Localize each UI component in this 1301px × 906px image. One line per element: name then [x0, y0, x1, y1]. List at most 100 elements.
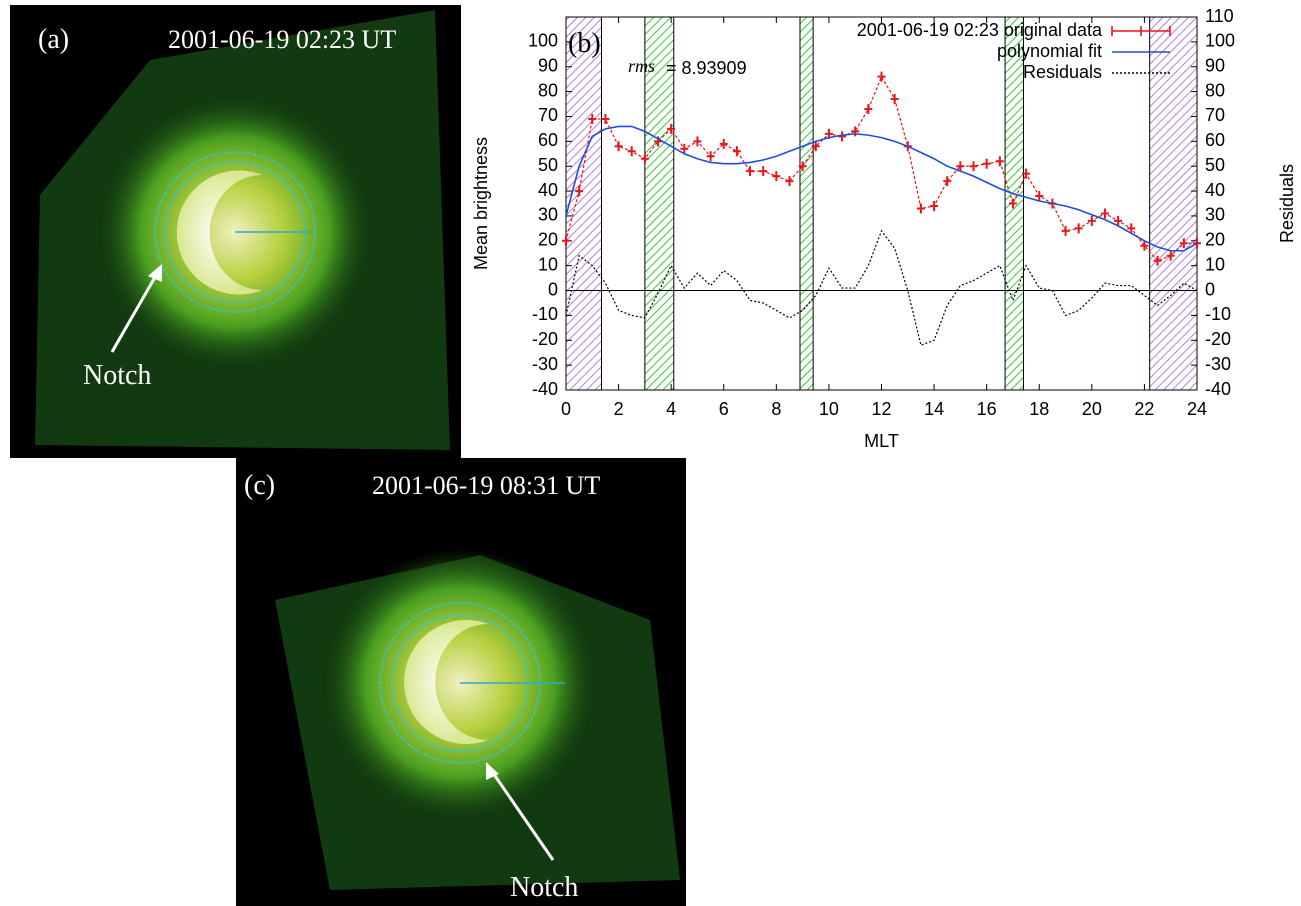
data-point: [956, 161, 965, 172]
y-tick-label: 30: [538, 205, 558, 225]
data-point: [930, 200, 939, 211]
data-point: [916, 203, 925, 214]
y-tick-label: 80: [538, 80, 558, 100]
panel-label: (b): [568, 28, 601, 59]
data-point: [1179, 238, 1188, 249]
x-tick-label: 22: [1134, 399, 1154, 419]
data-point: [864, 104, 873, 115]
y-tick-label: 90: [538, 55, 558, 75]
y-tick-label: 0: [548, 279, 558, 299]
y-tick-label: 60: [538, 130, 558, 150]
data-point: [1166, 250, 1175, 261]
y2-tick-label: 90: [1205, 55, 1225, 75]
data-point: [1074, 223, 1083, 234]
data-point: [1153, 255, 1162, 266]
y2-tick-label: 40: [1205, 180, 1225, 200]
data-point: [811, 141, 820, 152]
data-point: [719, 138, 728, 149]
data-point: [1114, 215, 1123, 226]
rms-value: = 8.93909: [666, 58, 747, 78]
data-point: [575, 186, 584, 197]
x-tick-label: 18: [1029, 399, 1049, 419]
notch-label: Notch: [83, 360, 151, 391]
y-tick-label: 70: [538, 105, 558, 125]
y2-tick-label: 30: [1205, 205, 1225, 225]
legend-label: 2001-06-19 02:23 original data: [857, 20, 1103, 40]
data-point: [1008, 198, 1017, 209]
y2-tick-label: 20: [1205, 230, 1225, 250]
data-point: [1127, 223, 1136, 234]
x-tick-label: 10: [819, 399, 839, 419]
data-point: [601, 113, 610, 124]
data-point: [798, 161, 807, 172]
timestamp: 2001-06-19 02:23 UT: [168, 25, 396, 54]
data-point: [877, 71, 886, 82]
data-point: [732, 146, 741, 157]
x-tick-label: 20: [1082, 399, 1102, 419]
data-point: [680, 143, 689, 154]
shaded-region: [565, 16, 602, 391]
x-tick-label: 4: [666, 399, 676, 419]
data-point: [851, 126, 860, 137]
y-tick-label: -10: [532, 304, 558, 324]
y2-tick-label: 100: [1205, 31, 1235, 51]
x-tick-label: 16: [977, 399, 997, 419]
notch-label: Notch: [510, 872, 578, 903]
data-point: [1022, 168, 1031, 179]
panel-c: (c) 2001-06-19 08:31 UT Notch: [236, 458, 686, 906]
panel-label: (c): [244, 470, 275, 501]
y-tick-label: -20: [532, 329, 558, 349]
panel-a: (a) 2001-06-19 02:23 UT Notch: [10, 5, 461, 458]
data-point: [614, 141, 623, 152]
data-point: [785, 176, 794, 187]
data-point: [627, 146, 636, 157]
data-point: [1035, 191, 1044, 202]
shaded-region: [799, 16, 814, 391]
legend-swatch: [1111, 26, 1171, 36]
y-tick-label: 100: [528, 31, 558, 51]
x-tick-label: 0: [561, 399, 571, 419]
timestamp: 2001-06-19 08:31 UT: [372, 471, 600, 500]
data-point: [1061, 225, 1070, 236]
y-tick-label: 50: [538, 155, 558, 175]
x-tick-label: 6: [719, 399, 729, 419]
y-axis-label: Mean brightness: [471, 137, 491, 270]
data-point: [746, 166, 755, 177]
x-tick-label: 2: [614, 399, 624, 419]
y2-tick-label: -40: [1205, 379, 1231, 399]
y2-tick-label: 80: [1205, 80, 1225, 100]
y2-tick-label: 0: [1205, 279, 1215, 299]
data-point: [706, 151, 715, 162]
y2-axis-label: Residuals: [1277, 164, 1297, 243]
data-point: [588, 113, 597, 124]
panel-label: (a): [38, 24, 69, 55]
data-point: [890, 94, 899, 105]
data-point: [982, 158, 991, 169]
y2-tick-label: -30: [1205, 354, 1231, 374]
y-tick-label: 20: [538, 230, 558, 250]
series-line: [565, 229, 1198, 347]
data-point: [562, 235, 570, 246]
y2-tick-label: 110: [1205, 6, 1234, 26]
y2-tick-label: 50: [1205, 155, 1225, 175]
y2-tick-label: -20: [1205, 329, 1231, 349]
series-line: [565, 125, 1198, 252]
x-axis-label: MLT: [864, 431, 899, 451]
legend-label: Residuals: [1023, 62, 1102, 82]
data-point: [995, 156, 1004, 167]
y-tick-label: -30: [532, 354, 558, 374]
x-tick-label: 24: [1187, 399, 1207, 419]
data-point: [943, 176, 952, 187]
data-point: [1087, 215, 1096, 226]
legend-label: polynomial fit: [997, 41, 1102, 61]
y2-tick-label: 10: [1205, 254, 1225, 274]
rms-symbol: rms: [628, 56, 655, 76]
x-tick-label: 12: [871, 399, 891, 419]
x-tick-label: 14: [924, 399, 944, 419]
data-point: [1100, 208, 1109, 219]
data-point: [1140, 240, 1149, 251]
data-point: [693, 136, 702, 147]
y-tick-label: -40: [532, 379, 558, 399]
y-tick-label: 40: [538, 180, 558, 200]
